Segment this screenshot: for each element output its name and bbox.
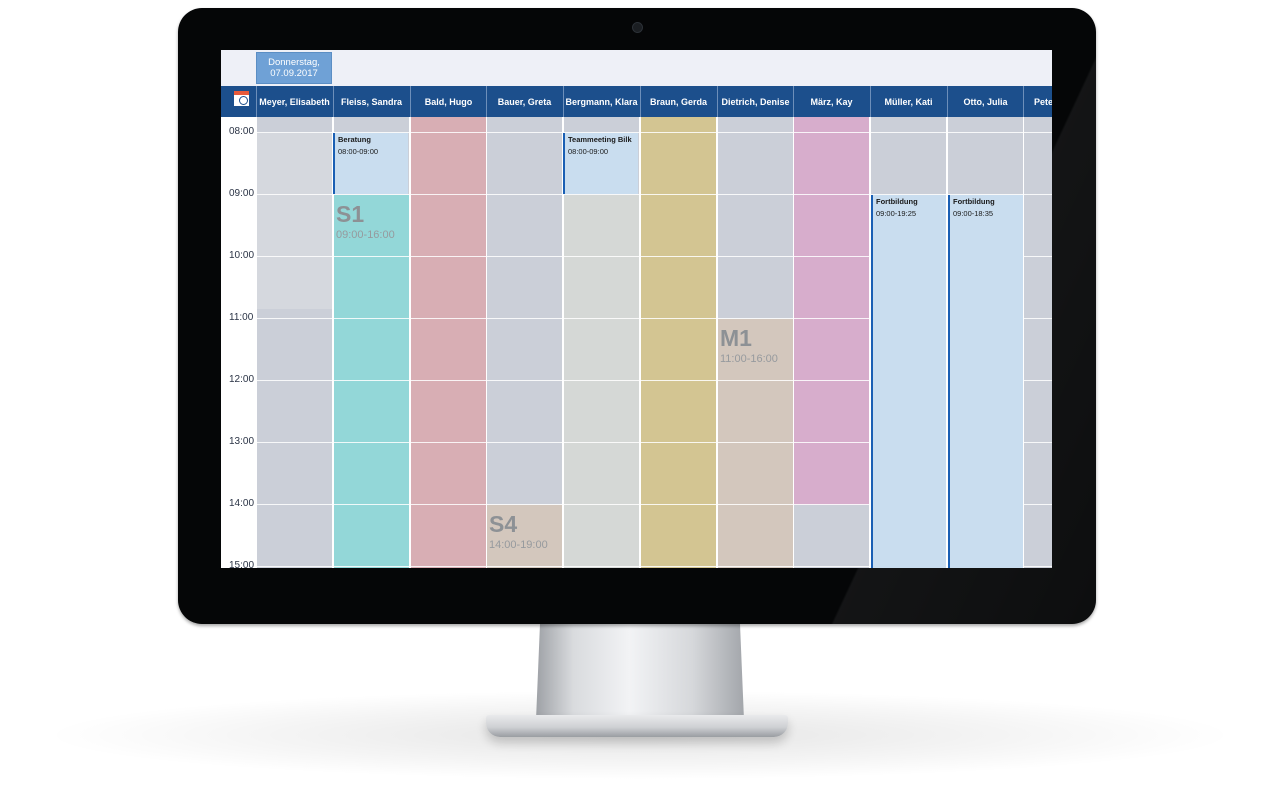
time-label: 14:00	[229, 498, 255, 509]
column-pete[interactable]	[1023, 117, 1052, 568]
time-label: 08:00	[229, 126, 255, 137]
column-mueller[interactable]	[870, 117, 946, 568]
shift-label-m1[interactable]: M1 11:00-16:00	[717, 323, 793, 368]
column-maerz[interactable]	[793, 117, 869, 568]
column-header-maerz[interactable]: März, Kay	[793, 86, 869, 117]
shift-label-s4[interactable]: S4 14:00-19:00	[486, 509, 562, 554]
event-title: Teammeeting Bilk	[568, 135, 632, 144]
shift-code: M1	[720, 325, 752, 351]
column-header-braun[interactable]: Braun, Gerda	[640, 86, 716, 117]
column-header-bald[interactable]: Bald, Hugo	[410, 86, 486, 117]
event-time: 09:00-19:25	[876, 209, 917, 218]
shift-code: S1	[336, 201, 365, 227]
date-tab[interactable]: Donnerstag, 07.09.2017	[256, 52, 332, 84]
date-tab-day: Donnerstag,	[268, 57, 320, 68]
event-fortbildung-mueller[interactable]: Fortbildung 09:00-19:25	[871, 195, 946, 568]
column-header-bergmann[interactable]: Bergmann, Klara	[563, 86, 639, 117]
calendar-screen: Donnerstag, 07.09.2017 Meyer, Elisabeth …	[221, 50, 1052, 568]
event-title: Fortbildung	[953, 197, 995, 206]
shift-time: 09:00-16:00	[336, 229, 395, 241]
column-header-otto[interactable]: Otto, Julia	[947, 86, 1023, 117]
time-label: 13:00	[229, 436, 255, 447]
column-otto[interactable]	[947, 117, 1023, 568]
date-bar: Donnerstag, 07.09.2017	[221, 50, 1052, 86]
resource-header-row	[221, 86, 1052, 117]
column-header-pete[interactable]: Pete	[1023, 86, 1052, 117]
column-dietrich[interactable]	[717, 117, 793, 568]
column-header-dietrich[interactable]: Dietrich, Denise	[717, 86, 793, 117]
monitor-stand	[536, 620, 744, 720]
column-meyer[interactable]	[256, 117, 332, 568]
column-header-mueller[interactable]: Müller, Kati	[870, 86, 946, 117]
event-time: 09:00-18:35	[953, 209, 994, 218]
event-time: 08:00-09:00	[338, 147, 379, 156]
monitor-stand-base	[486, 715, 788, 737]
column-header-fleiss[interactable]: Fleiss, Sandra	[333, 86, 409, 117]
column-header-meyer[interactable]: Meyer, Elisabeth	[256, 86, 332, 117]
time-label: 09:00	[229, 188, 255, 199]
event-title: Fortbildung	[876, 197, 918, 206]
time-label: 11:00	[229, 312, 254, 323]
column-bauer[interactable]	[486, 117, 562, 568]
webcam-icon	[632, 22, 643, 33]
column-header-bauer[interactable]: Bauer, Greta	[486, 86, 562, 117]
time-label: 10:00	[229, 250, 255, 261]
column-braun[interactable]	[640, 117, 716, 568]
schedule-grid: 08:00 09:00 10:00 11:00 12:00 13:00 14:0…	[221, 117, 1052, 568]
shift-time: 14:00-19:00	[489, 539, 548, 551]
shift-code: S4	[489, 511, 518, 537]
shift-time: 11:00-16:00	[720, 353, 778, 365]
column-bald[interactable]	[410, 117, 486, 568]
event-teammeeting-bilk[interactable]: Teammeeting Bilk 08:00-09:00	[563, 133, 638, 194]
event-beratung[interactable]: Beratung 08:00-09:00	[333, 133, 408, 194]
calendar-clock-icon[interactable]	[233, 90, 250, 107]
time-label: 15:00	[229, 560, 255, 568]
shift-label-s1[interactable]: S1 09:00-16:00	[333, 199, 409, 244]
event-time: 08:00-09:00	[568, 147, 609, 156]
time-label: 12:00	[229, 374, 255, 385]
event-fortbildung-otto[interactable]: Fortbildung 09:00-18:35	[948, 195, 1023, 568]
date-tab-date: 07.09.2017	[270, 68, 318, 79]
event-title: Beratung	[338, 135, 371, 144]
